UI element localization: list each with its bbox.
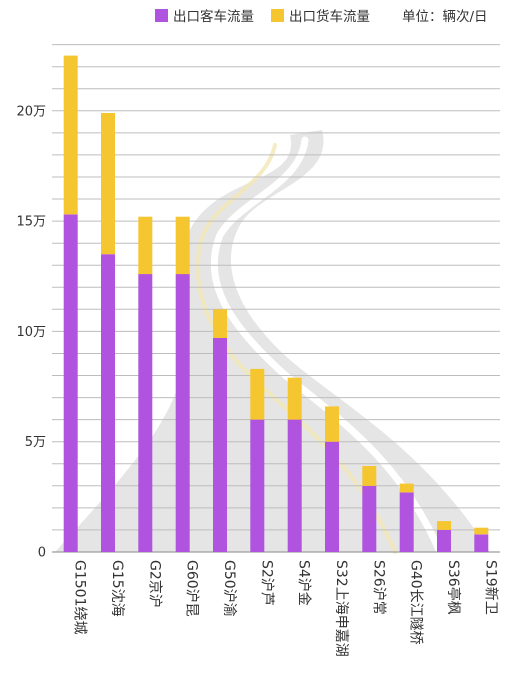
- x-tick-label: S32上海申嘉湖: [333, 560, 349, 657]
- bars: [63, 55, 489, 552]
- legend-item-freight: 出口货车流量: [271, 5, 370, 25]
- bar-freight: [63, 55, 78, 215]
- legend-swatch-passenger: [155, 8, 168, 22]
- bar-passenger: [175, 274, 190, 552]
- legend-label-freight: 出口货车流量: [289, 9, 370, 25]
- bar-freight: [399, 483, 414, 493]
- x-tick-label: S36亭枫: [445, 560, 462, 615]
- x-tick-label: G15沈海: [109, 560, 125, 617]
- x-tick-label: S26沪常: [370, 560, 386, 615]
- y-axis: 0 5万 10万 15万 20万: [16, 104, 46, 560]
- bar-passenger: [362, 485, 377, 552]
- legend-swatch-freight: [271, 8, 284, 22]
- bar-passenger: [325, 441, 339, 552]
- bar-freight: [250, 368, 265, 420]
- bar-passenger: [138, 274, 153, 552]
- bar-freight: [474, 527, 489, 535]
- x-tick-label: S19新卫: [482, 560, 498, 615]
- bar-freight: [213, 309, 227, 338]
- legend-label-passenger: 出口客车流量: [173, 9, 254, 25]
- gridlines: [52, 44, 500, 553]
- bar-freight: [362, 466, 377, 486]
- bar-passenger: [63, 214, 78, 552]
- bar-freight: [325, 406, 339, 442]
- bar-freight: [101, 113, 115, 255]
- bar-passenger: [437, 529, 451, 552]
- y-tick-label: 10万: [16, 325, 46, 340]
- x-tick-label: G50沪渝: [221, 560, 237, 617]
- legend-item-passenger: 出口客车流量: [155, 5, 254, 25]
- y-tick-label: 20万: [16, 104, 46, 119]
- y-tick-label: 0: [38, 546, 46, 561]
- x-tick-label: S2沪芦: [258, 560, 274, 606]
- x-tick-label: G1501绕城: [72, 560, 88, 634]
- bar-passenger: [250, 419, 265, 552]
- bar-freight: [138, 216, 153, 275]
- legend: 出口客车流量 出口货车流量 单位：辆次/日: [0, 5, 530, 29]
- bar-freight: [175, 216, 190, 275]
- x-tick-label: G60沪昆: [184, 560, 200, 617]
- unit-label: 单位：辆次/日: [402, 9, 488, 25]
- x-tick-label: G40长江隧桥: [408, 560, 424, 645]
- bar-passenger: [287, 419, 302, 552]
- bar-passenger: [101, 254, 115, 552]
- x-axis: G1501绕城 G15沈海 G2京沪 G60沪昆 G50沪渝 S2沪芦 S4沪金 S32上海申…: [72, 560, 499, 657]
- y-tick-label: 5万: [25, 435, 46, 450]
- bar-freight: [287, 377, 302, 420]
- bar-passenger: [474, 534, 489, 552]
- x-tick-label: S4沪金: [296, 560, 312, 606]
- road-decoration: [55, 130, 490, 556]
- bar-freight: [437, 521, 451, 530]
- x-tick-label: G2京沪: [146, 560, 162, 608]
- y-tick-label: 15万: [16, 215, 46, 230]
- bar-passenger: [213, 338, 227, 552]
- bar-passenger: [399, 492, 414, 552]
